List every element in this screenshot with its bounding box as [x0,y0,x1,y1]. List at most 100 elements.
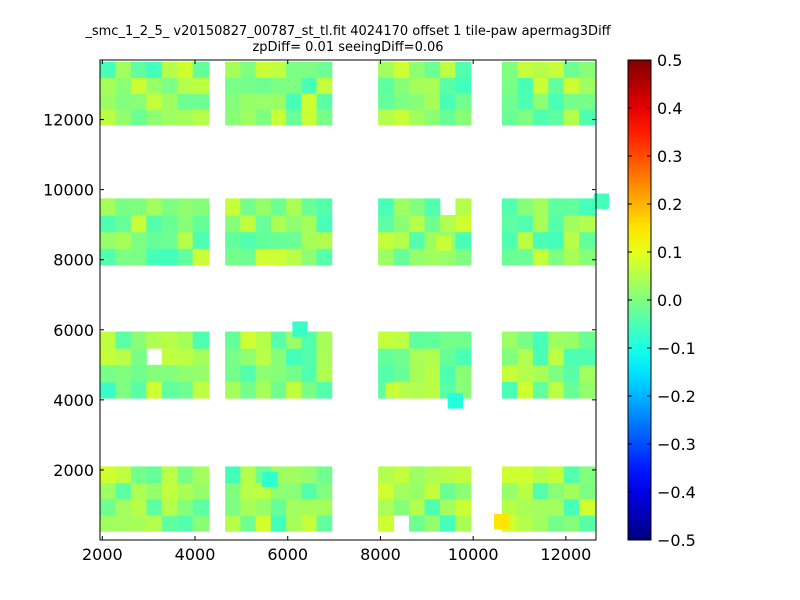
heatmap-cell [393,61,410,79]
x-tick-label: 12000 [540,545,591,564]
heatmap-cell [393,109,410,126]
heatmap-cell [255,198,272,216]
heatmap-cell [255,61,272,79]
heatmap-cells [100,61,609,532]
heatmap-cell [255,348,272,366]
heatmap-cell [270,348,287,366]
heatmap-cell [424,109,441,126]
heatmap-cell [225,231,241,249]
heatmap-cell [501,381,518,399]
x-tick-label: 6000 [267,545,308,564]
heatmap-cell [177,515,194,532]
heatmap-cell [378,248,395,266]
heatmap-cell [270,231,287,249]
heatmap-cell [255,215,272,233]
heatmap-cell [100,61,116,79]
heatmap-cell [255,248,272,266]
heatmap-cell [115,466,132,484]
heatmap-cell [192,381,210,399]
heatmap-cell [501,109,518,126]
heatmap-cell [563,248,580,266]
heatmap-cell [286,93,302,110]
y-tick-label: 6000 [53,321,94,340]
heatmap-cell [100,198,116,216]
heatmap-cell [100,364,116,382]
heatmap-cell [115,331,132,349]
heatmap-cell [409,466,425,484]
colorbar-tick-label: −0.3 [657,435,696,454]
heatmap-cell [563,198,580,216]
heatmap-cell [409,331,425,349]
heatmap-cell [100,77,116,94]
heatmap-cell [439,466,456,484]
heatmap-cell [548,498,565,516]
heatmap-cell [424,215,441,233]
heatmap-cell [115,364,132,382]
heatmap-cell [301,364,318,382]
heatmap-cell [225,198,241,216]
heatmap-cell [240,93,257,110]
heatmap-cell [177,61,194,79]
heatmap-cell [517,364,534,382]
heatmap-cell [548,331,565,349]
heatmap-cell [316,109,333,126]
heatmap-cell [517,381,534,399]
heatmap-cell [455,109,472,126]
heatmap-cell [579,381,596,399]
heatmap-cell [100,215,116,233]
heatmap-cell [255,515,272,532]
plot-frame [99,59,597,541]
heatmap-cell [225,348,241,366]
heatmap-cell [532,364,549,382]
heatmap-cell [240,364,257,382]
heatmap-cell [424,248,441,266]
heatmap-cell [255,93,272,110]
heatmap-cell [455,515,472,532]
heatmap-cell [240,331,257,349]
heatmap-cell [240,348,257,366]
heatmap-cell [548,61,565,79]
heatmap-cell [517,77,534,94]
heatmap-cell [532,93,549,110]
heatmap-cell [532,231,549,249]
heatmap-cell [378,466,395,484]
heatmap-cell [177,198,194,216]
heatmap-cell [455,364,472,382]
heatmap-cell [177,466,194,484]
heatmap-cell [240,198,257,216]
heatmap-cell [161,482,178,500]
heatmap-cell [532,498,549,516]
heatmap-cell [240,215,257,233]
heatmap-cell [378,61,395,79]
heatmap-cell [161,466,178,484]
heatmap-cell [517,248,534,266]
heatmap-cell [563,348,580,366]
heatmap-cell [409,248,425,266]
heatmap-cell [563,215,580,233]
heatmap-cell [517,93,534,110]
heatmap-cell [563,109,580,126]
heatmap-cell-notable [436,235,452,251]
heatmap-cell [161,515,178,532]
heatmap-cell [192,331,210,349]
heatmap-cell [532,348,549,366]
heatmap-cell [100,93,116,110]
colorbar: 0.5 0.4 0.3 0.2 0.1 0.0 −0.1 −0.2 −0.3 −0.4 −0.5 [627,51,696,550]
heatmap-cell [146,215,163,233]
heatmap-cell [439,331,456,349]
heatmap-cell [177,109,194,126]
heatmap-cell [316,498,333,516]
heatmap-cell [286,77,302,94]
colorbar-tick-label: −0.2 [657,387,696,406]
heatmap-cell [270,364,287,382]
heatmap-cell [579,364,596,382]
heatmap-cell [393,231,410,249]
heatmap-cell [393,331,410,349]
heatmap-cell [100,248,116,266]
chart-subtitle: zpDiff= 0.01 seeingDiff=0.06 [252,40,444,55]
heatmap-cell [161,348,178,366]
x-tick-label: 10000 [448,545,499,564]
heatmap-cell [177,77,194,94]
heatmap-cell [316,77,333,94]
heatmap-cell [115,215,132,233]
